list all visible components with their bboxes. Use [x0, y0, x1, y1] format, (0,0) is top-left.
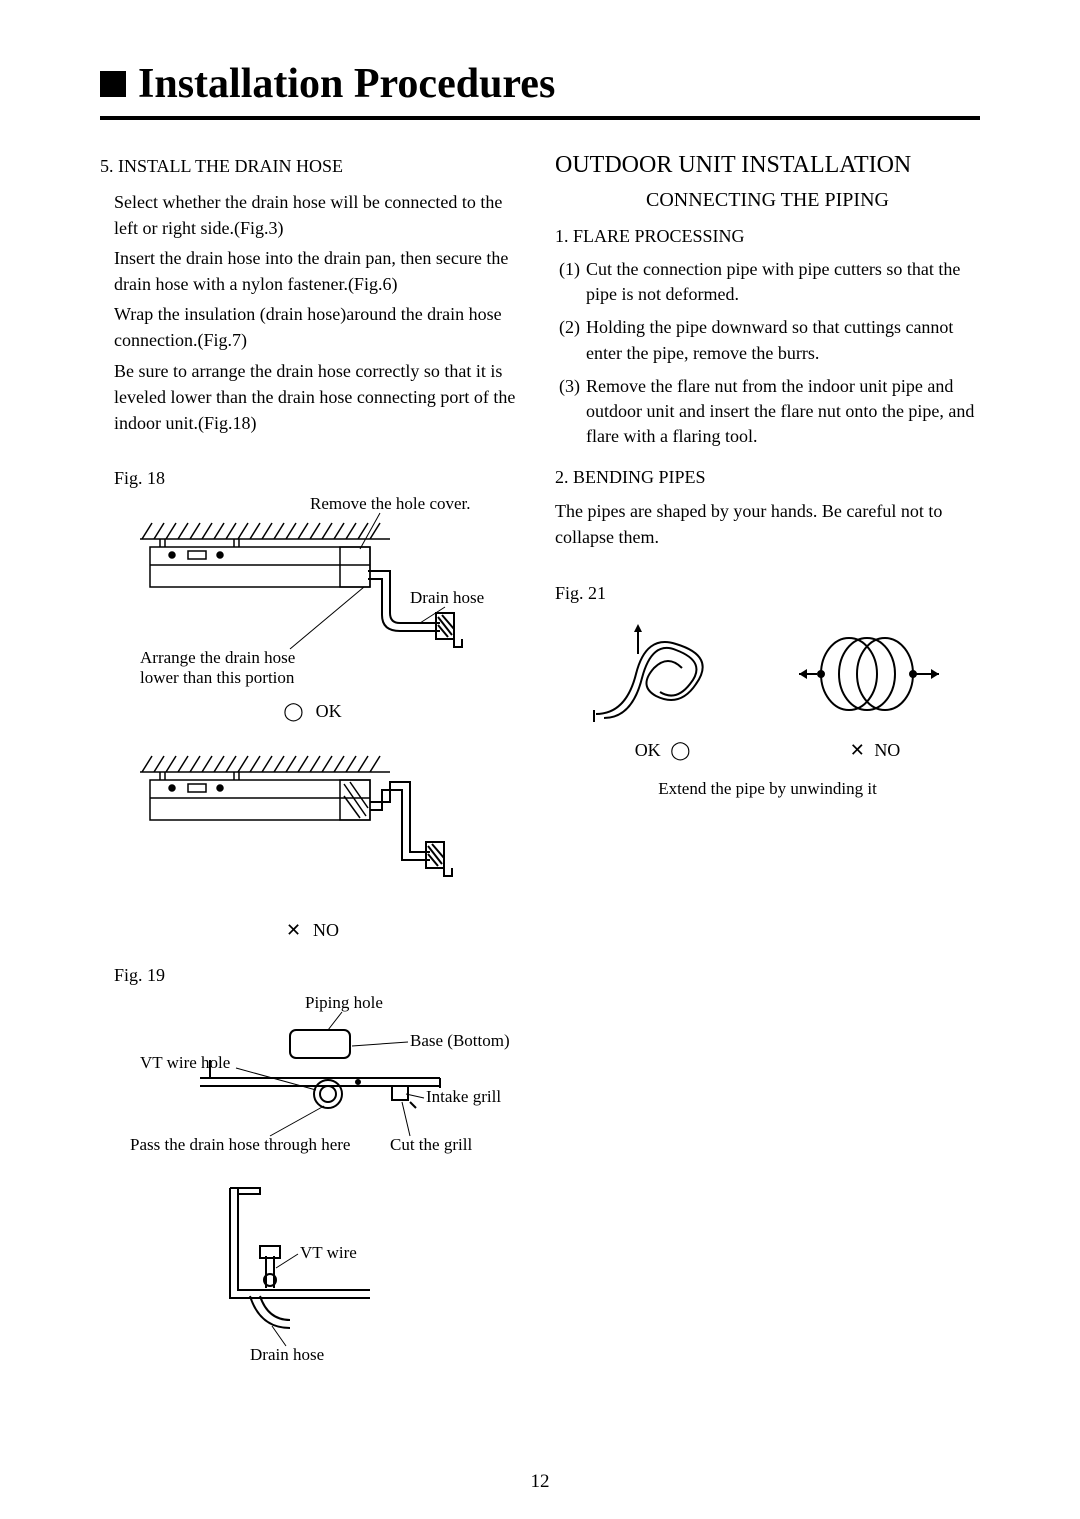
ok-circle-icon: ◯: [283, 701, 303, 722]
fig18-arrange-text-1: Arrange the drain hose: [140, 648, 295, 667]
fig18-label: Fig. 18: [114, 468, 525, 489]
content-columns: 5. INSTALL THE DRAIN HOSE Select whether…: [100, 150, 980, 1376]
install-drain-hose-heading: 5. INSTALL THE DRAIN HOSE: [100, 156, 525, 177]
title-marker-icon: [100, 71, 126, 97]
fig18-remove-cover-text: Remove the hole cover.: [310, 494, 471, 513]
fig19-lower-diagram: VT wire Drain hose: [110, 1178, 525, 1368]
fig19-piping-hole: Piping hole: [305, 993, 383, 1012]
fig18-ok-diagram: Remove the hole cover.: [110, 493, 525, 693]
flare-processing-list: (1)Cut the connection pipe with pipe cut…: [555, 257, 980, 449]
flare-processing-heading: 1. FLARE PROCESSING: [555, 226, 980, 247]
fig21-ok-icon: [576, 614, 746, 734]
outdoor-unit-heading: OUTDOOR UNIT INSTALLATION: [555, 152, 980, 179]
fig19-label: Fig. 19: [114, 965, 525, 986]
fig21-row: [555, 614, 980, 734]
bending-pipes-heading: 2. BENDING PIPES: [555, 467, 980, 488]
fig21-label-row: OK ◯ ✕ NO: [555, 740, 980, 761]
fig21-caption: Extend the pipe by unwinding it: [555, 779, 980, 799]
no-cross-icon: ✕: [850, 740, 870, 760]
right-column: OUTDOOR UNIT INSTALLATION CONNECTING THE…: [555, 150, 980, 1376]
fig19-vt-wire: VT wire: [300, 1243, 357, 1262]
para-1: Select whether the drain hose will be co…: [114, 189, 525, 241]
fig21-ok-label: OK ◯: [635, 740, 691, 761]
fig18-drain-hose-text: Drain hose: [410, 588, 484, 607]
fig19-intake-grill: Intake grill: [426, 1087, 501, 1106]
fig21-no-icon: [789, 614, 959, 734]
no-cross-icon: ✕: [286, 920, 301, 941]
fig21-no-label: ✕ NO: [850, 740, 901, 761]
para-2: Insert the drain hose into the drain pan…: [114, 245, 525, 297]
fig18-ok-svg: Remove the hole cover.: [110, 493, 510, 693]
fig19-cut-grill: Cut the grill: [390, 1135, 472, 1154]
fig19-lower-svg: VT wire Drain hose: [110, 1178, 510, 1368]
ok-circle-icon: ◯: [665, 740, 690, 760]
fig21-label: Fig. 21: [555, 583, 980, 604]
fig19-svg: Piping hole Bas: [110, 990, 510, 1170]
fig19-base-bottom: Base (Bottom): [410, 1031, 510, 1050]
bending-pipes-text: The pipes are shaped by your hands. Be c…: [555, 498, 980, 550]
fig18-no-svg: [110, 742, 510, 912]
connecting-piping-heading: CONNECTING THE PIPING: [555, 189, 980, 212]
fig18-arrange-text-2: lower than this portion: [140, 668, 295, 687]
fig19-vt-wire-hole: VT wire hole: [140, 1053, 230, 1072]
fig18-no-text: NO: [313, 920, 339, 941]
fig19-pass-hose: Pass the drain hose through here: [130, 1135, 350, 1154]
page-number: 12: [0, 1471, 1080, 1493]
list-item: (3)Remove the flare nut from the indoor …: [559, 374, 980, 450]
fig18-no-row: ✕ NO: [100, 920, 525, 941]
fig19-drain-hose: Drain hose: [250, 1345, 324, 1364]
fig19-diagram: Piping hole Bas: [110, 990, 525, 1170]
list-item: (1)Cut the connection pipe with pipe cut…: [559, 257, 980, 307]
para-3: Wrap the insulation (drain hose)around t…: [114, 301, 525, 353]
para-4: Be sure to arrange the drain hose correc…: [114, 358, 525, 436]
page-title: Installation Procedures: [138, 60, 555, 108]
fig18-ok-text: OK: [316, 701, 342, 722]
left-column: 5. INSTALL THE DRAIN HOSE Select whether…: [100, 150, 525, 1376]
fig18-no-diagram: [110, 742, 525, 912]
fig18-ok-row: ◯ OK: [100, 701, 525, 722]
list-item: (2)Holding the pipe downward so that cut…: [559, 315, 980, 365]
page-title-row: Installation Procedures: [100, 60, 980, 120]
